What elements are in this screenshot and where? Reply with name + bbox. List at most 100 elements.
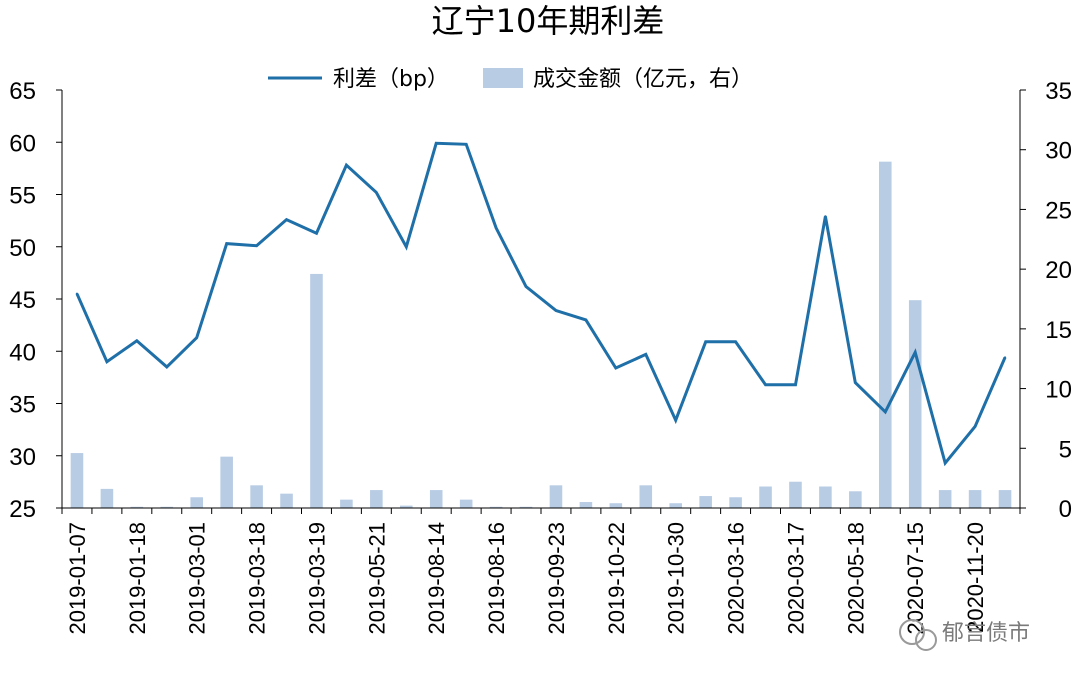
spread-point [285, 218, 288, 221]
x-tick-label: 2020-07-15 [903, 522, 928, 635]
spread-point [884, 410, 887, 414]
wechat-icon-bubble [915, 629, 937, 651]
volume-bar [130, 506, 144, 508]
y-left-tick-label: 50 [9, 235, 36, 262]
chart-title: 辽宁10年期利差 [432, 2, 665, 40]
spread-point [464, 143, 468, 146]
spread-point [435, 142, 438, 145]
volume-bar [280, 493, 293, 508]
volume-bar [429, 490, 443, 508]
volume-bar [759, 486, 772, 508]
y-left-tick-label: 40 [9, 339, 36, 366]
spread-point [824, 215, 827, 218]
spread-point [315, 231, 318, 235]
spread-point [1003, 356, 1007, 359]
legend-bar-swatch [483, 68, 523, 88]
spread-point [554, 309, 558, 312]
volume-bar [340, 499, 353, 508]
legend-label-volume: 成交金额（亿元，右） [533, 67, 753, 92]
volume-bar [908, 300, 922, 508]
volume-bar [370, 490, 383, 508]
x-tick-label: 2019-08-16 [484, 522, 509, 635]
volume-bar [250, 485, 263, 508]
spread-point [854, 381, 857, 384]
y-right-tick-label: 20 [1045, 257, 1072, 284]
volume-bar [819, 486, 832, 508]
x-tick-label: 2019-01-18 [125, 522, 150, 635]
volume-bar [519, 506, 533, 508]
volume-bar [399, 505, 413, 508]
spread-point [674, 419, 677, 422]
volume-bar [190, 497, 204, 508]
volume-bar [938, 490, 952, 508]
volume-bar [699, 496, 712, 508]
y-right-tick-label: 10 [1045, 377, 1072, 404]
legend-label-spread: 利差（bp） [333, 67, 449, 92]
spread-point [914, 351, 917, 354]
volume-bar [639, 485, 653, 508]
x-tick-label: 2020-11-20 [963, 522, 988, 633]
y-right-tick-label: 25 [1045, 197, 1072, 224]
spread-point [105, 360, 109, 363]
x-tick-label: 2019-10-30 [664, 522, 689, 635]
y-left-tick-label: 30 [9, 444, 36, 471]
watermark-text: 郁言债市 [942, 621, 1030, 646]
x-tick-label: 2020-03-17 [783, 522, 808, 635]
y-right-tick-label: 5 [1059, 436, 1072, 463]
y-left-tick-label: 65 [9, 78, 36, 105]
volume-bar [310, 273, 323, 508]
volume-bar [849, 491, 862, 508]
x-tick-label: 2019-05-21 [364, 522, 389, 635]
y-right-tick-label: 15 [1045, 317, 1072, 344]
wechat-icon [899, 619, 925, 645]
legend: 利差（bp） 成交金额（亿元，右） [268, 67, 753, 92]
x-tick-label: 2019-10-22 [604, 522, 629, 635]
volume-bar [609, 503, 623, 508]
x-tick-label: 2019-08-14 [424, 522, 449, 635]
y-right-tick-label: 0 [1059, 496, 1072, 523]
volume-bar [70, 453, 84, 508]
spread-point [345, 164, 348, 167]
plot-area: 25 30 35 40 45 50 55 60 65 0 5 10 15 20 25 30 35 2019-01-… [9, 78, 1072, 635]
spread-point [225, 242, 228, 245]
spread-point [794, 383, 797, 386]
spread-point [584, 318, 588, 322]
volume-bar [998, 490, 1012, 508]
y-left-tick-label: 60 [9, 130, 36, 157]
volume-bar [878, 161, 892, 508]
volume-bar [220, 456, 233, 508]
watermark: 郁言债市 [899, 619, 1030, 651]
y-left-tick-label: 25 [9, 496, 36, 523]
x-tick-label: 2019-03-19 [304, 522, 329, 635]
spread-point [614, 366, 618, 370]
spread-point [494, 226, 498, 230]
volume-bar [549, 485, 563, 508]
volume-bar [579, 502, 593, 508]
x-tick-label: 2019-03-01 [185, 522, 210, 635]
volume-bar [669, 503, 683, 508]
x-tick-label: 2020-05-18 [843, 522, 868, 635]
spread-point [973, 425, 977, 428]
y-left-tick-label: 55 [9, 183, 36, 210]
spread-line [75, 141, 1007, 467]
spread-point [375, 191, 378, 194]
spread-point [524, 285, 528, 288]
spread-point [644, 353, 647, 356]
x-tick-label: 2019-03-18 [245, 522, 270, 635]
volume-bar [789, 481, 802, 508]
spread-point [943, 461, 947, 465]
spread-point [165, 365, 168, 369]
spread-point [704, 340, 707, 344]
spread-point [75, 292, 79, 295]
spread-point [135, 339, 139, 342]
x-tick-label: 2019-09-23 [544, 522, 569, 635]
volume-bar [968, 490, 982, 508]
y-left-tick-label: 35 [9, 392, 36, 419]
y-right-tick-label: 35 [1045, 78, 1072, 105]
spread-point [255, 244, 258, 247]
volume-bar [729, 497, 742, 508]
volume-bar [100, 488, 114, 508]
volume-bar [489, 506, 503, 508]
x-tick-label: 2019-01-07 [65, 522, 90, 635]
